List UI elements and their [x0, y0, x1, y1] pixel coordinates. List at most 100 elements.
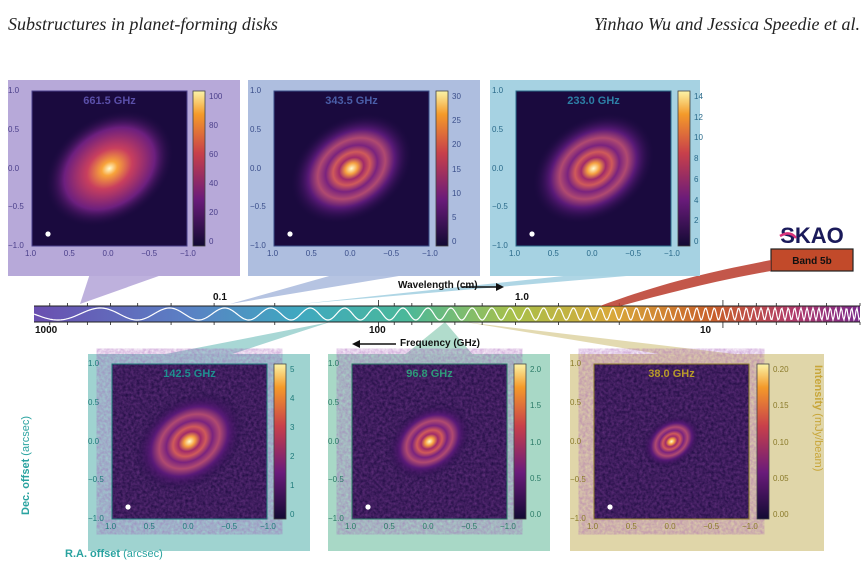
y-tick-5-2: 0.0	[570, 436, 582, 446]
x-tick-0-2: 0.0	[102, 249, 114, 258]
colorbar-1	[435, 90, 449, 247]
colorbar-tick-4-0: 2.0	[530, 365, 542, 374]
panel-frequency-4: 96.8 GHz	[406, 368, 453, 380]
disk-image-0	[31, 90, 188, 247]
beam-marker-2	[529, 231, 535, 237]
y-tick-5-4: −1.0	[570, 514, 586, 523]
x-tick-2-3: −0.5	[625, 249, 642, 258]
x-tick-4-1: 0.5	[383, 522, 395, 531]
frequency-tick-10: 10	[700, 325, 712, 336]
beam-marker-5	[607, 504, 613, 510]
colorbar-tick-4-3: 0.5	[530, 473, 542, 483]
colorbar-tick-3-0: 5	[290, 365, 295, 374]
colorbar-tick-1-0: 30	[452, 92, 461, 101]
skao-logo: SKAO	[779, 223, 844, 248]
y-tick-3-3: −0.5	[88, 475, 104, 485]
x-tick-3-3: −0.5	[221, 522, 238, 531]
x-tick-3-4: −1.0	[260, 522, 276, 531]
spectrum-ticks	[49, 300, 861, 328]
x-tick-2-1: 0.5	[547, 249, 559, 258]
wavelength-axis-label: Wavelength (cm)	[398, 280, 478, 291]
disk-image-3	[111, 363, 268, 520]
y-tick-4-4: −1.0	[328, 514, 344, 523]
band-5b-label: Band 5b	[792, 256, 831, 267]
x-tick-1-2: 0.0	[344, 249, 356, 258]
x-tick-4-4: −1.0	[500, 522, 516, 531]
disk-image-1	[273, 90, 430, 247]
frequency-tick-100: 100	[369, 325, 386, 336]
y-tick-5-0: 1.0	[570, 359, 582, 368]
ra-axis-unit: (arcsec)	[123, 548, 163, 560]
spectrum-wave	[33, 306, 861, 323]
disk-image-4	[351, 363, 508, 520]
x-tick-5-3: −0.5	[703, 522, 720, 531]
colorbar-5	[756, 363, 770, 520]
colorbar-tick-4-1: 1.5	[530, 401, 542, 411]
panel-connectors	[80, 276, 736, 354]
colorbar-tick-2-6: 2	[694, 216, 699, 226]
y-tick-4-3: −0.5	[328, 475, 344, 485]
y-tick-4-2: 0.0	[328, 436, 340, 446]
x-tick-0-0: 1.0	[25, 249, 37, 258]
colorbar-tick-1-2: 20	[452, 140, 461, 150]
panel-frequency-1: 343.5 GHz	[325, 95, 378, 107]
x-tick-5-4: −1.0	[742, 522, 758, 531]
connector-5	[465, 322, 736, 354]
y-tick-2-3: −0.5	[492, 202, 508, 212]
x-tick-4-0: 1.0	[345, 522, 357, 531]
x-tick-1-3: −0.5	[383, 249, 400, 258]
colorbar-tick-4-4: 0.0	[530, 510, 542, 519]
x-tick-1-1: 0.5	[305, 249, 317, 258]
y-tick-0-0: 1.0	[8, 86, 20, 95]
colorbar-4	[513, 363, 527, 520]
colorbar-tick-0-1: 80	[209, 121, 218, 130]
dec-axis-label-text: Dec. offset	[20, 458, 32, 515]
x-tick-1-4: −1.0	[422, 249, 438, 258]
intensity-axis-label-text: Intensity	[812, 365, 824, 411]
colorbar-tick-2-0: 14	[694, 92, 703, 101]
connector-1	[230, 276, 399, 304]
colorbar-tick-2-5: 4	[694, 195, 699, 205]
panel-frequency-0: 661.5 GHz	[83, 95, 136, 107]
colorbar-tick-1-5: 5	[452, 212, 457, 222]
colorbar-tick-3-2: 3	[290, 423, 295, 432]
colorbar-tick-3-5: 0	[290, 510, 295, 519]
y-tick-5-1: 0.5	[570, 397, 582, 407]
y-tick-1-0: 1.0	[250, 86, 262, 95]
x-tick-0-3: −0.5	[141, 249, 158, 258]
beam-marker-0	[45, 231, 51, 237]
x-tick-2-2: 0.0	[586, 249, 598, 258]
disk-image-2	[515, 90, 672, 247]
colorbar-tick-5-0: 0.20	[773, 365, 789, 374]
intensity-axis-unit: (mJy/beam)	[812, 413, 824, 472]
connector-3	[165, 322, 330, 354]
colorbar-tick-3-1: 4	[290, 394, 295, 403]
colorbar-tick-5-2: 0.10	[773, 437, 789, 447]
connector-4	[405, 322, 473, 354]
colorbar-tick-2-3: 8	[694, 154, 699, 164]
y-tick-5-3: −0.5	[570, 475, 586, 485]
band-5b-connector	[600, 260, 771, 306]
x-tick-3-1: 0.5	[143, 522, 155, 531]
dec-axis-label: Dec. offset (arcsec)	[20, 416, 32, 515]
y-tick-1-4: −1.0	[250, 241, 266, 250]
y-tick-4-0: 1.0	[328, 359, 340, 368]
skao-logo-text: SKAO	[780, 223, 844, 248]
colorbar-tick-4-2: 1.0	[530, 437, 542, 447]
y-tick-3-0: 1.0	[88, 359, 100, 368]
y-tick-2-0: 1.0	[492, 86, 504, 95]
wavelength-tick-0.1: 0.1	[213, 292, 227, 303]
beam-marker-1	[287, 231, 293, 237]
colorbar-tick-1-6: 0	[452, 237, 457, 246]
x-tick-5-1: 0.5	[625, 522, 637, 531]
y-tick-1-2: 0.0	[250, 163, 262, 173]
colorbar-tick-1-4: 10	[452, 188, 461, 198]
y-tick-3-2: 0.0	[88, 436, 100, 446]
connector-0	[80, 276, 159, 304]
y-tick-2-4: −1.0	[492, 241, 508, 250]
colorbar-tick-0-3: 40	[209, 179, 218, 188]
y-tick-2-2: 0.0	[492, 163, 504, 173]
dec-axis-unit: (arcsec)	[20, 415, 32, 456]
ra-axis-label: R.A. offset (arcsec)	[65, 548, 163, 560]
